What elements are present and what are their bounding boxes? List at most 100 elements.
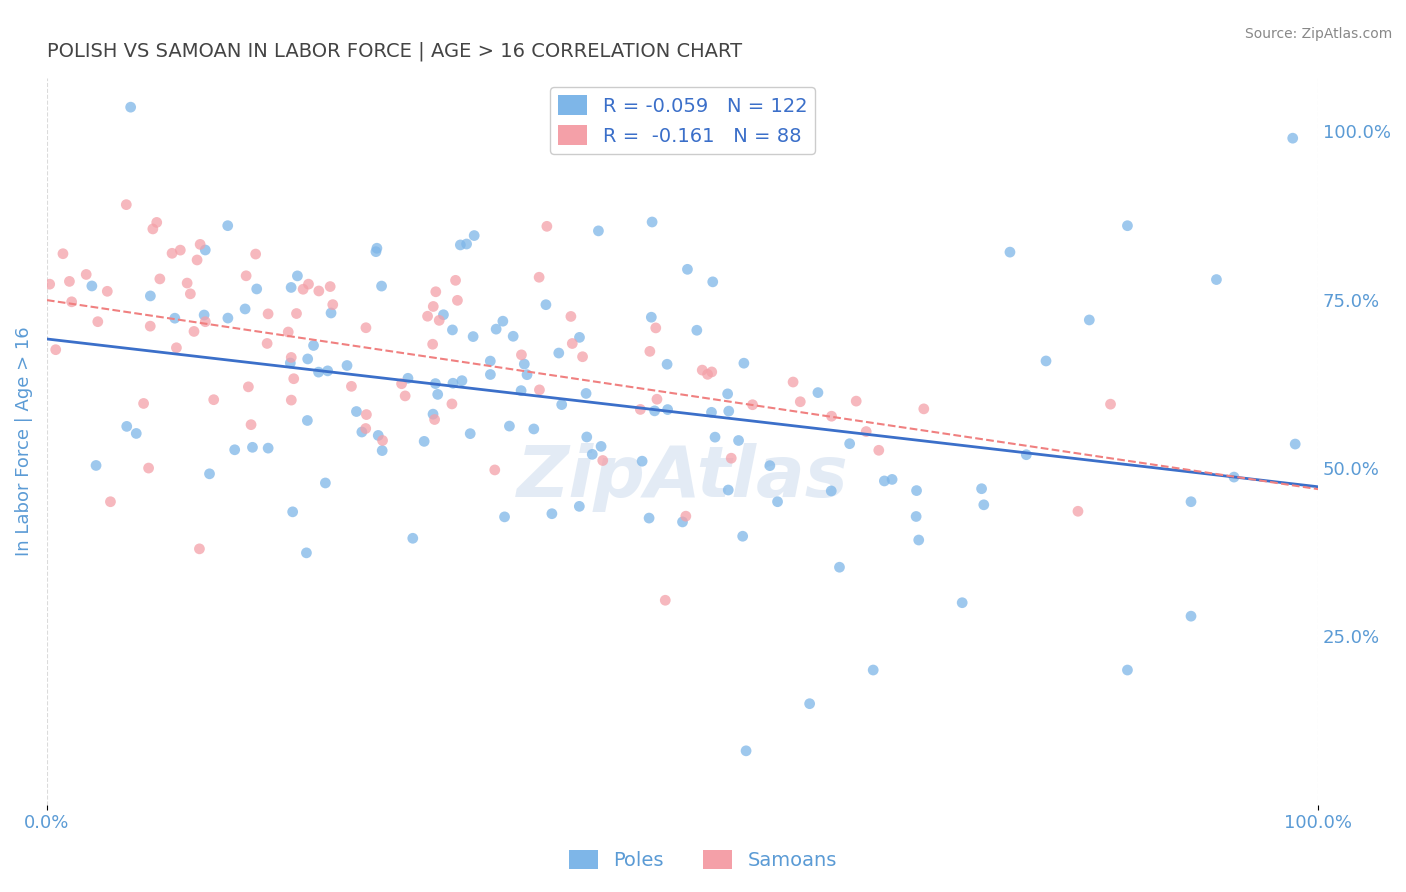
- Point: [366, 241, 388, 255]
- Point: [907, 533, 929, 547]
- Point: [1284, 437, 1306, 451]
- Point: [733, 356, 755, 370]
- Point: [485, 322, 508, 336]
- Point: [950, 596, 973, 610]
- Point: [645, 392, 668, 407]
- Point: [671, 515, 693, 529]
- Point: [638, 511, 661, 525]
- Point: [319, 306, 342, 320]
- Point: [425, 285, 447, 299]
- Point: [422, 407, 444, 421]
- Point: [561, 336, 583, 351]
- Point: [354, 421, 377, 435]
- Point: [510, 348, 533, 362]
- Point: [838, 436, 860, 450]
- Point: [413, 434, 436, 449]
- Point: [115, 419, 138, 434]
- Point: [80, 279, 103, 293]
- Point: [176, 276, 198, 290]
- Point: [1015, 448, 1038, 462]
- Point: [534, 298, 557, 312]
- Point: [346, 404, 368, 418]
- Point: [169, 243, 191, 257]
- Point: [702, 275, 724, 289]
- Point: [640, 310, 662, 325]
- Point: [575, 386, 598, 401]
- Point: [441, 323, 464, 337]
- Point: [142, 222, 165, 236]
- Point: [280, 351, 302, 365]
- Point: [727, 434, 749, 448]
- Point: [523, 422, 546, 436]
- Point: [422, 337, 444, 351]
- Legend: R = -0.059   N = 122, R =  -0.161   N = 88: R = -0.059 N = 122, R = -0.161 N = 88: [550, 87, 815, 153]
- Point: [139, 319, 162, 334]
- Point: [233, 301, 256, 316]
- Point: [654, 593, 676, 607]
- Point: [138, 461, 160, 475]
- Point: [905, 483, 928, 498]
- Point: [998, 245, 1021, 260]
- Point: [371, 434, 394, 448]
- Point: [807, 385, 830, 400]
- Point: [145, 215, 167, 229]
- Point: [58, 274, 80, 288]
- Point: [492, 314, 515, 328]
- Point: [444, 273, 467, 287]
- Point: [731, 529, 754, 543]
- Point: [717, 483, 740, 497]
- Point: [281, 505, 304, 519]
- Point: [828, 560, 851, 574]
- Point: [571, 350, 593, 364]
- Point: [868, 443, 890, 458]
- Point: [484, 463, 506, 477]
- Point: [717, 404, 740, 418]
- Point: [297, 277, 319, 292]
- Text: ZipAtlas: ZipAtlas: [516, 443, 848, 512]
- Point: [451, 374, 474, 388]
- Point: [498, 419, 520, 434]
- Point: [350, 425, 373, 439]
- Point: [240, 417, 263, 432]
- Point: [440, 397, 463, 411]
- Point: [1180, 494, 1202, 508]
- Point: [441, 376, 464, 391]
- Point: [568, 500, 591, 514]
- Point: [655, 357, 678, 371]
- Point: [422, 300, 444, 314]
- Point: [855, 425, 877, 439]
- Point: [256, 336, 278, 351]
- Point: [45, 343, 67, 357]
- Point: [588, 224, 610, 238]
- Point: [297, 351, 319, 366]
- Point: [970, 482, 993, 496]
- Point: [427, 313, 450, 327]
- Point: [700, 405, 723, 419]
- Point: [510, 384, 533, 398]
- Point: [759, 458, 782, 473]
- Point: [242, 440, 264, 454]
- Point: [905, 509, 928, 524]
- Point: [560, 310, 582, 324]
- Point: [246, 282, 269, 296]
- Point: [789, 394, 811, 409]
- Point: [396, 371, 419, 385]
- Point: [799, 697, 821, 711]
- Point: [717, 387, 740, 401]
- Point: [766, 494, 789, 508]
- Point: [458, 426, 481, 441]
- Point: [529, 383, 551, 397]
- Point: [277, 325, 299, 339]
- Point: [631, 454, 654, 468]
- Point: [1180, 609, 1202, 624]
- Point: [1223, 470, 1246, 484]
- Point: [163, 311, 186, 326]
- Point: [513, 357, 536, 371]
- Point: [308, 365, 330, 379]
- Point: [139, 289, 162, 303]
- Point: [425, 376, 447, 391]
- Point: [463, 329, 485, 343]
- Point: [426, 387, 449, 401]
- Point: [245, 247, 267, 261]
- Point: [628, 402, 651, 417]
